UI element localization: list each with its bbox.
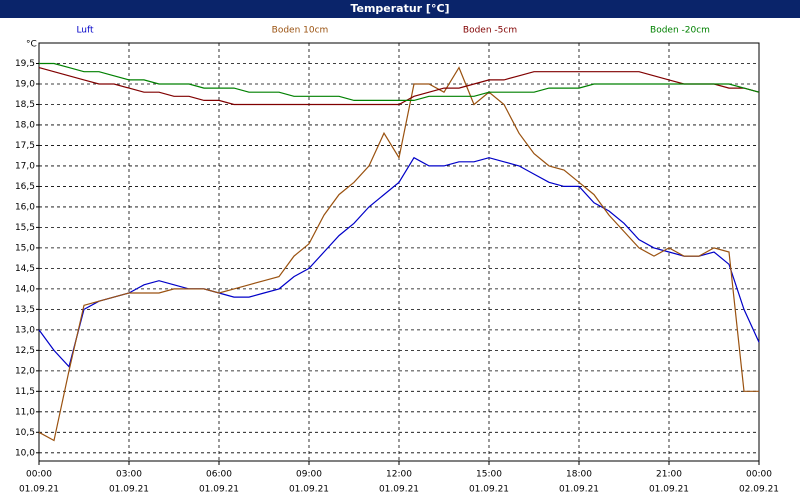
y-tick-label: 17,5 [15,141,35,151]
x-tick-label: 06:00 [206,470,232,480]
series-line [38,66,759,442]
y-tick-label: 10,0 [15,448,35,458]
y-tick-label: 15,0 [15,243,35,253]
series-line [38,67,760,106]
x-tick-date: 01.09.21 [379,485,419,495]
y-tick-label: 13,5 [15,305,35,315]
series-line [39,62,760,101]
y-unit: °C [26,40,37,50]
y-tick-label: 11,0 [15,407,35,417]
y-tick-label: 12,5 [15,346,35,356]
legend-entry: Boden -5cm [463,26,517,36]
y-tick-label: 10,5 [15,428,35,438]
x-tick-label: 21:00 [656,470,682,480]
x-tick-label: 09:00 [296,470,322,480]
y-tick-label: 19,5 [15,59,35,69]
y-tick-label: 16,0 [15,202,35,212]
y-tick-label: 13,0 [15,325,35,335]
legend-entry: Luft [76,26,94,36]
x-tick-date: 01.09.21 [109,485,149,495]
x-tick-date: 01.09.21 [19,485,59,495]
y-tick-label: 11,5 [15,387,35,397]
y-tick-label: 15,5 [15,223,35,233]
x-tick-label: 18:00 [566,470,592,480]
legend-entry: Boden 10cm [272,26,329,36]
x-tick-date: 01.09.21 [559,485,599,495]
y-tick-label: 19,0 [15,79,35,89]
x-tick-label: 03:00 [116,470,142,480]
y-tick-label: 14,5 [15,264,35,274]
x-tick-date: 01.09.21 [289,485,329,495]
x-tick-label: 00:00 [26,470,52,480]
title-bar [0,0,800,18]
x-tick-label: 00:00 [746,470,772,480]
legend-entry: Boden -20cm [650,26,710,36]
x-tick-date: 01.09.21 [469,485,509,495]
x-tick-date: 02.09.21 [739,485,779,495]
x-tick-label: 15:00 [476,470,502,480]
x-tick-label: 12:00 [386,470,412,480]
y-tick-label: 14,0 [15,284,35,294]
chart-title: Temperatur [°C] [350,2,449,15]
y-tick-label: 12,0 [15,366,35,376]
y-tick-label: 18,0 [15,120,35,130]
y-tick-label: 18,5 [15,100,35,110]
x-tick-date: 01.09.21 [199,485,239,495]
x-tick-date: 01.09.21 [649,485,689,495]
y-tick-label: 17,0 [15,161,35,171]
y-tick-label: 16,5 [15,182,35,192]
series-line [38,156,760,368]
